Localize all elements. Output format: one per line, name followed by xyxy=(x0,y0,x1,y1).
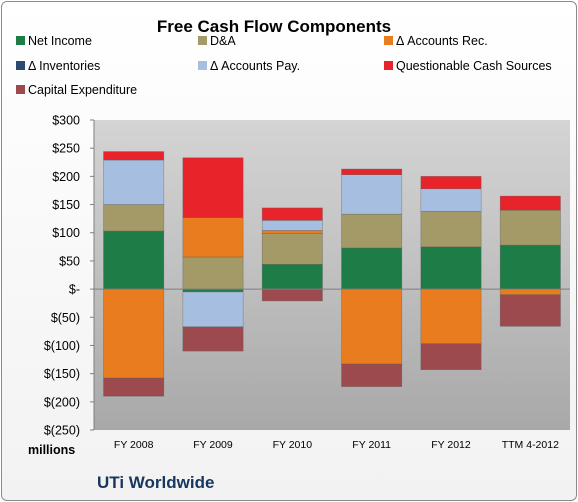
bar-segment xyxy=(182,256,244,290)
legend-label: Questionable Cash Sources xyxy=(396,59,552,73)
bar-segment xyxy=(261,288,323,302)
bar-segment xyxy=(182,326,244,352)
bar-segment xyxy=(341,288,403,365)
x-tick-label: FY 2010 xyxy=(273,439,313,451)
bar-segment xyxy=(103,377,165,397)
legend-swatch xyxy=(16,36,25,45)
x-tick-label: FY 2012 xyxy=(431,439,471,451)
bar-segment xyxy=(182,291,244,328)
bar-segment xyxy=(341,247,403,290)
bar-segment xyxy=(261,207,323,221)
bar-segment xyxy=(420,176,482,190)
y-tick-label: $150 xyxy=(52,198,80,212)
bars xyxy=(94,151,570,397)
y-axis: $300 $250 $200 $150 $100 $50 $- $(50) $(100) $(15… xyxy=(44,114,95,438)
y-tick-label: $(100) xyxy=(44,339,80,353)
bar-segment xyxy=(261,230,323,234)
legend: Net Income D&A Δ Accounts Rec. Δ Inventorie… xyxy=(16,34,552,97)
x-tick-label: FY 2009 xyxy=(193,439,233,451)
legend-swatch xyxy=(16,61,25,70)
bar-segment xyxy=(261,263,323,290)
bar-segment xyxy=(261,220,323,231)
legend-label: Capital Expenditure xyxy=(28,83,137,97)
bar-segment xyxy=(182,217,244,258)
y-tick-label: $200 xyxy=(52,170,80,184)
bar-segment xyxy=(420,188,482,212)
chart-title: Free Cash Flow Components xyxy=(157,17,391,36)
company-name: UTi Worldwide xyxy=(97,473,214,492)
y-tick-label: $100 xyxy=(52,226,80,240)
bar-segment xyxy=(341,213,403,249)
x-axis: FY 2008 FY 2009 FY 2010 FY 2011 FY 2012 TTM 4… xyxy=(114,439,559,451)
y-tick-label: $(150) xyxy=(44,367,80,381)
legend-label: Δ Inventories xyxy=(28,59,100,73)
bar-segment xyxy=(182,157,244,218)
bar-segment xyxy=(499,209,561,246)
legend-label: Δ Accounts Pay. xyxy=(210,59,300,73)
x-tick-label: FY 2011 xyxy=(352,439,391,451)
bar-segment xyxy=(499,195,561,211)
bar-segment xyxy=(341,168,403,175)
bar-segment xyxy=(103,159,165,205)
x-tick-label: FY 2008 xyxy=(114,439,154,451)
y-tick-label: $50 xyxy=(59,254,80,268)
y-tick-label: $300 xyxy=(52,114,80,128)
bar-segment xyxy=(103,204,165,232)
bar-segment xyxy=(341,363,403,387)
bar-segment xyxy=(420,288,482,345)
legend-swatch xyxy=(198,36,207,45)
plot-area xyxy=(94,120,570,430)
bar-segment xyxy=(341,174,403,215)
legend-label: Net Income xyxy=(28,34,92,48)
bar-segment xyxy=(499,294,561,327)
bar-segment xyxy=(103,288,165,379)
bar-segment xyxy=(420,246,482,290)
legend-swatch xyxy=(198,61,207,70)
legend-swatch xyxy=(384,61,393,70)
bar-segment xyxy=(420,211,482,248)
bar-segment xyxy=(499,244,561,290)
y-tick-label: $(50) xyxy=(51,311,80,325)
bar-segment xyxy=(103,151,165,161)
y-tick-label: $(250) xyxy=(44,424,80,438)
bar-segment xyxy=(103,230,165,290)
y-tick-label: $- xyxy=(69,283,80,297)
legend-label: Δ Accounts Rec. xyxy=(396,34,488,48)
legend-swatch xyxy=(16,85,25,94)
bar-segment xyxy=(420,343,482,370)
legend-label: D&A xyxy=(210,34,236,48)
units-label: millions xyxy=(28,443,75,457)
legend-swatch xyxy=(384,36,393,45)
bar-segment xyxy=(261,232,323,265)
y-tick-label: $(200) xyxy=(44,395,80,409)
y-tick-label: $250 xyxy=(52,142,80,156)
x-tick-label: TTM 4-2012 xyxy=(502,439,559,451)
bar-segment xyxy=(499,288,561,296)
